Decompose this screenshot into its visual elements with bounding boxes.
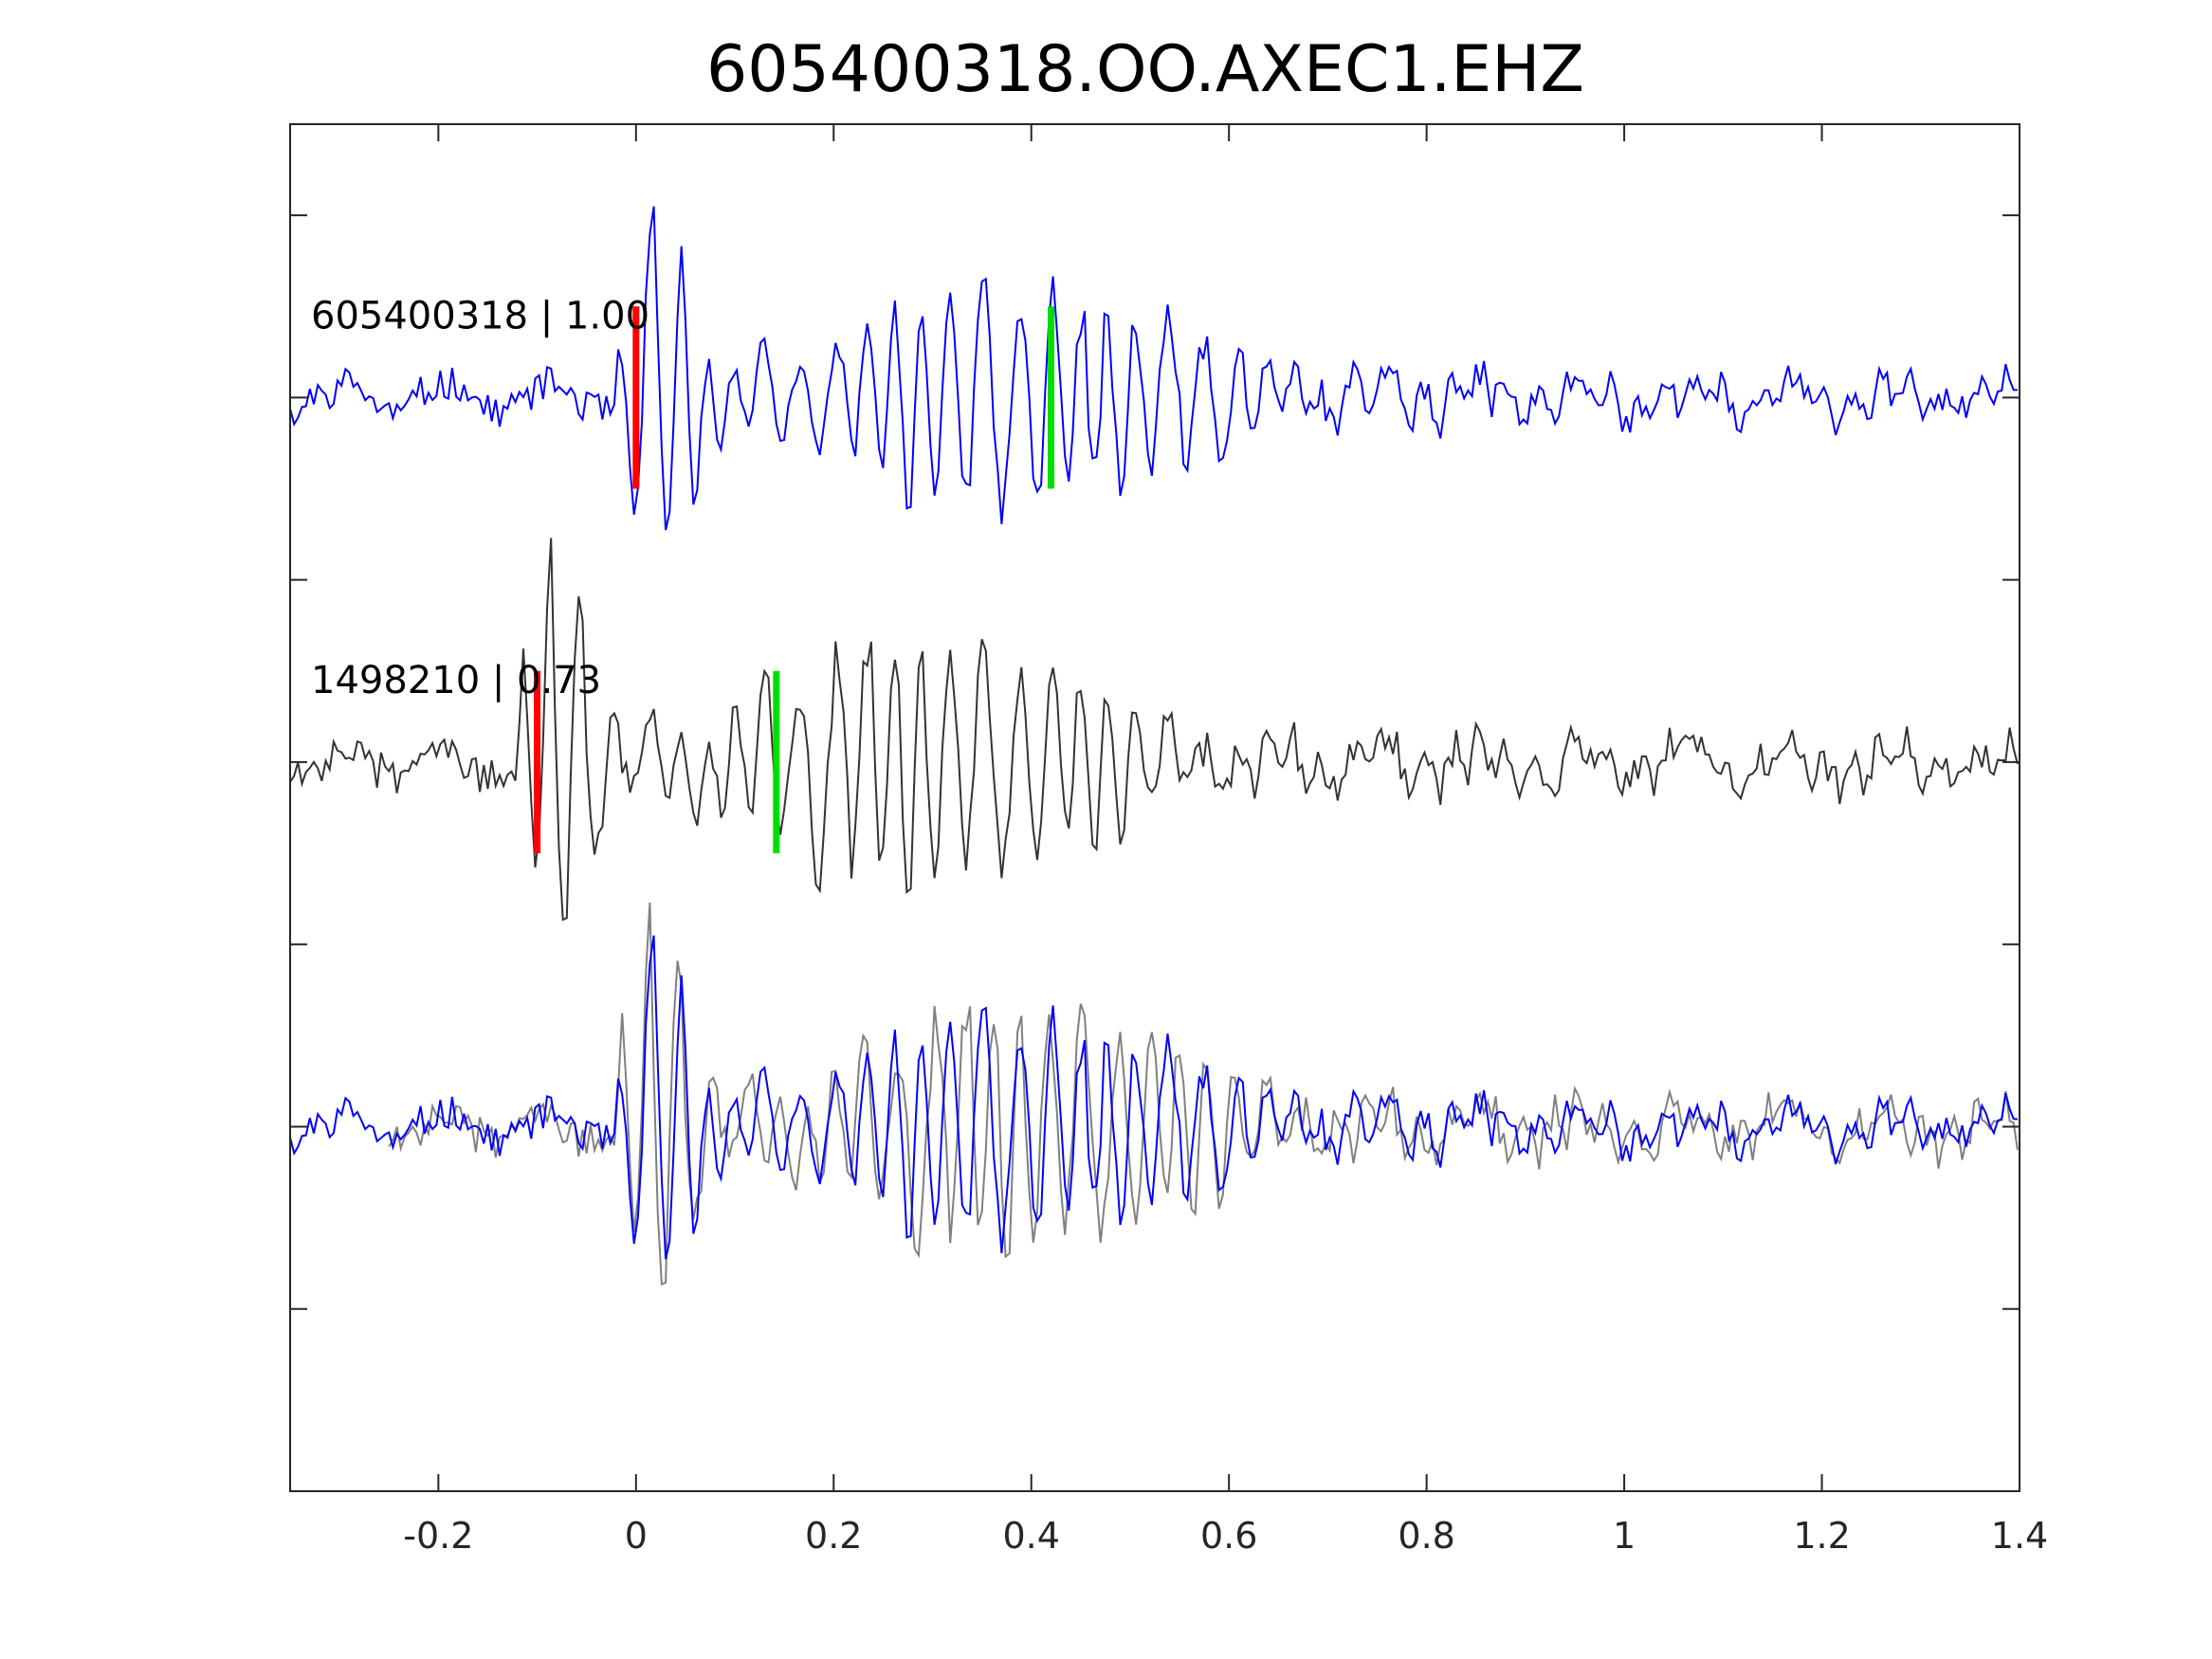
x-tick-label: 1.4 (1991, 1515, 2048, 1557)
trace-label: 605400318 | 1.00 (311, 294, 649, 337)
plot-area: 605400318 | 1.00 1498210 | 0.73 (289, 206, 2019, 1286)
tick-labels: -0.2 0 0.2 0.4 0.6 0.8 1 1.2 1.4 (403, 1515, 2048, 1557)
x-tick-label: 0 (625, 1515, 648, 1557)
reference-trace (289, 538, 2019, 921)
x-tick-label: -0.2 (403, 1515, 473, 1557)
x-tick-label: 1.2 (1793, 1515, 1850, 1557)
x-tick-label: 0.8 (1398, 1515, 1454, 1557)
x-tick-label: 0.4 (1002, 1515, 1059, 1557)
x-tick-label: 0.2 (805, 1515, 862, 1557)
overlay-main-trace (289, 935, 2018, 1260)
x-tick-label: 0.6 (1200, 1515, 1257, 1557)
main-trace (289, 206, 2018, 531)
chart-title: 605400318.OO.AXEC1.EHZ (706, 32, 1584, 107)
trace-label: 1498210 | 0.73 (311, 659, 601, 702)
axes-frame (289, 123, 2020, 1492)
overlay-reference-trace (388, 902, 2019, 1286)
x-tick-label: 1 (1613, 1515, 1636, 1557)
